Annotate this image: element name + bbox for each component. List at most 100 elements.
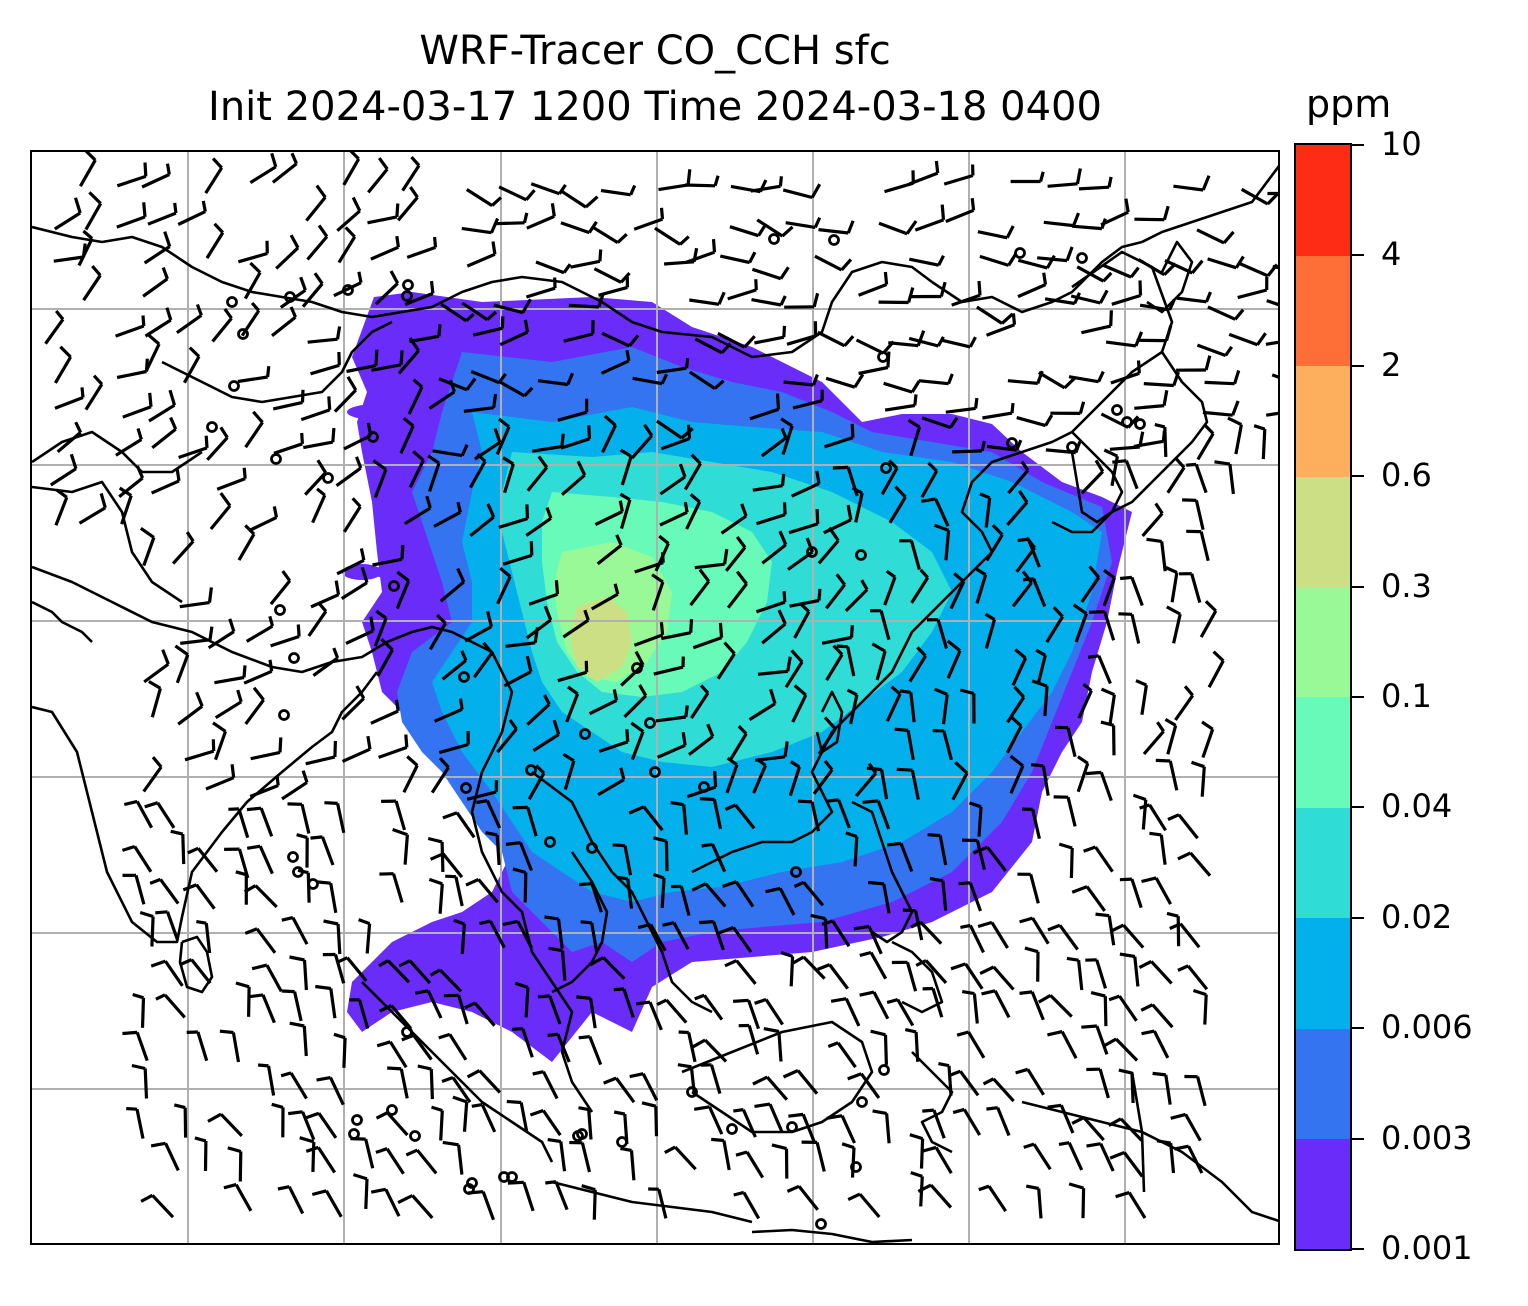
wind-barb-staff	[724, 546, 747, 572]
wind-barb	[251, 963, 283, 993]
wind-barb	[532, 719, 561, 752]
wind-barb-feather	[846, 688, 858, 697]
wind-barb-staff	[118, 476, 144, 498]
coastline-segment	[32, 225, 1143, 359]
wind-barb	[846, 688, 859, 725]
wind-barb	[496, 719, 518, 754]
wind-barb-staff	[814, 254, 843, 272]
wind-barb-feather	[905, 220, 918, 235]
wind-barb-feather	[1019, 990, 1033, 995]
wind-barb-feather	[782, 325, 787, 338]
wind-barb	[367, 157, 389, 194]
wind-barb-staff	[633, 217, 664, 231]
wind-barb-staff	[342, 158, 361, 186]
wind-barb-staff	[601, 424, 617, 453]
wind-barb	[464, 610, 493, 643]
wind-barb-staff	[1045, 615, 1064, 643]
wind-barb	[442, 811, 476, 839]
wind-barb-staff	[159, 878, 180, 905]
wind-barb-feather	[841, 1142, 855, 1150]
wind-barb-staff	[750, 184, 781, 193]
calm-wind-circle	[287, 851, 299, 863]
wind-barb	[123, 799, 154, 829]
wind-barb	[311, 1189, 343, 1218]
wind-barb-feather	[693, 1105, 710, 1111]
wind-barb-feather	[732, 998, 749, 1003]
wind-barb-staff	[386, 959, 411, 984]
wind-barb	[880, 459, 899, 496]
colorbar-tick-label: 0.04	[1381, 787, 1453, 826]
wind-barb-staff	[371, 363, 402, 372]
wind-barb-staff	[301, 1111, 316, 1141]
wind-barb	[750, 176, 783, 193]
wind-barb	[277, 1185, 305, 1215]
wind-barb-feather	[395, 235, 400, 248]
wind-barb	[155, 910, 180, 941]
wind-barb	[375, 1111, 409, 1137]
wind-barb-staff	[1142, 730, 1165, 756]
wind-barb-feather	[694, 993, 705, 1001]
wind-barb-staff	[1240, 187, 1269, 206]
wind-barb-feather	[872, 1109, 887, 1115]
wind-barb	[53, 197, 82, 231]
wind-barb-feather	[940, 204, 946, 221]
wind-barb	[783, 374, 819, 387]
wind-barb	[428, 613, 447, 651]
wind-barb	[333, 1032, 347, 1068]
wind-barb	[756, 218, 794, 238]
wind-barb	[301, 272, 324, 308]
wind-barb	[1017, 272, 1048, 299]
wind-barb-staff	[860, 1072, 881, 1099]
wind-barb-staff	[367, 215, 398, 225]
wind-barb-staff	[993, 990, 1011, 1019]
wind-barb	[54, 488, 69, 526]
wind-barb-feather	[810, 183, 822, 199]
wind-barb-staff	[752, 484, 783, 492]
wind-barb-feather	[349, 152, 360, 161]
wind-barb	[1100, 198, 1130, 227]
wind-barb-staff	[134, 874, 146, 905]
wind-barb-staff	[497, 379, 526, 398]
wind-barb-feather	[547, 1032, 559, 1038]
wind-barb-staff	[311, 1141, 316, 1172]
wind-barb-feather	[1162, 565, 1178, 574]
wind-barb-staff	[629, 1150, 636, 1181]
wind-barb-staff	[797, 1185, 819, 1211]
wind-barb-staff	[878, 221, 908, 236]
wind-barb-staff	[1194, 500, 1205, 531]
wind-barb	[870, 1029, 888, 1065]
wind-barb	[761, 609, 787, 645]
wind-barb-staff	[1130, 613, 1141, 644]
wind-barb-feather	[1020, 460, 1030, 472]
wind-barb-staff	[685, 183, 716, 188]
wind-barb-feather	[660, 373, 669, 385]
wind-barb-staff	[519, 1102, 529, 1133]
wind-barb	[1196, 228, 1235, 245]
wind-barb-staff	[768, 1103, 784, 1133]
wind-barb	[782, 1069, 819, 1095]
wind-barb	[408, 450, 425, 489]
wind-barb	[951, 761, 969, 801]
wind-barb-feather	[1009, 754, 1024, 768]
wind-barb-staff	[310, 363, 340, 376]
wind-barb	[1076, 265, 1113, 283]
wind-barb-staff	[151, 427, 177, 450]
wind-barb	[648, 1187, 668, 1219]
wind-barb	[926, 618, 949, 649]
wind-barb-staff	[590, 922, 599, 953]
wind-barb-feather	[335, 326, 342, 340]
wind-barb-feather	[799, 602, 810, 613]
wind-barb-staff	[1100, 210, 1129, 227]
wind-barb	[685, 238, 717, 264]
wind-barb	[1053, 795, 1077, 827]
wind-barb	[956, 1030, 986, 1059]
wind-barb-staff	[281, 781, 308, 801]
wind-barb-staff	[1081, 324, 1112, 335]
wind-barb-feather	[529, 541, 534, 556]
wind-barb-feather	[242, 467, 247, 479]
wind-barb-feather	[505, 841, 521, 846]
wind-barb	[219, 1029, 241, 1063]
wind-barb	[576, 995, 597, 1029]
wind-barb	[817, 963, 849, 990]
wind-barb-staff	[1011, 657, 1028, 686]
